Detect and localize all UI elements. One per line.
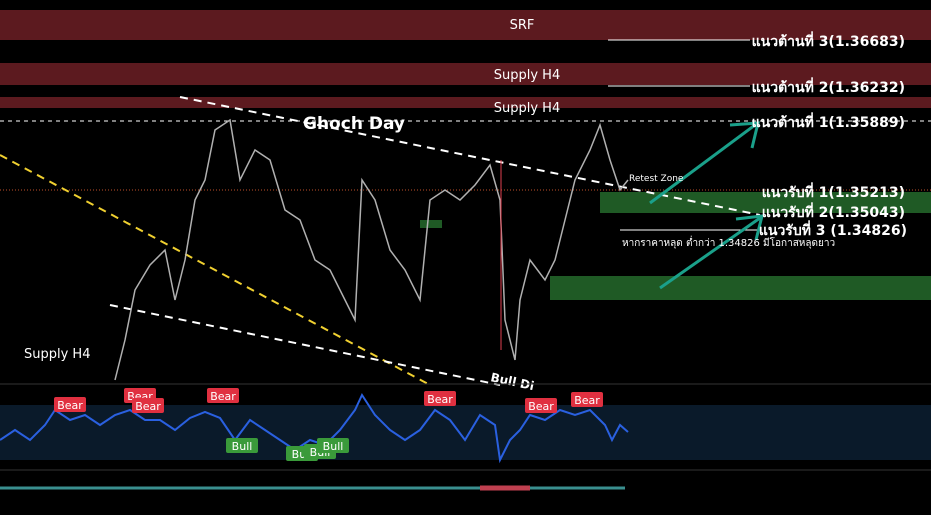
demand-zone [420, 220, 442, 228]
arrow [659, 216, 761, 290]
bull-tag-bg [226, 438, 258, 453]
zone-band [0, 10, 931, 40]
bear-tag: Bear [528, 400, 554, 413]
zone-label: Supply H4 [24, 347, 90, 362]
bear-tag-bg [424, 391, 456, 406]
level-label: แนวต้านที่ 1(1.35889) [752, 112, 905, 131]
bear-tag-bg [571, 392, 603, 407]
indicator-line [0, 392, 629, 464]
bear-tag-bg [525, 398, 557, 413]
arrow [729, 121, 760, 149]
bear-tag-bg [132, 398, 164, 413]
demand-zone [550, 276, 931, 300]
bull-tag-bg [317, 438, 349, 453]
note: หากราคาหลุด ต่ำกว่า 1.34826 มีโอกาสหลุดย… [622, 235, 835, 249]
retest-label: Retest Zone [629, 174, 684, 184]
level-label: แนวต้านที่ 3(1.36683) [752, 31, 905, 50]
arrow [649, 123, 756, 205]
zone-label: Supply H4 [494, 68, 560, 83]
level-label: แนวต้านที่ 2(1.36232) [752, 77, 905, 96]
trend-line [109, 304, 501, 386]
demand-zone [600, 192, 931, 213]
indicator-band [0, 405, 931, 460]
bear-tag: Bear [57, 399, 83, 412]
bear-tag: Bear [574, 394, 600, 407]
bull-tag: Bull [323, 440, 344, 453]
bear-tag-bg [54, 397, 86, 412]
zone-label: SRF [510, 18, 535, 33]
chart-label: Ghoch Day [303, 114, 405, 134]
level-label: แนวรับที่ 1(1.35213) [762, 182, 905, 201]
bear-tag: Bear [210, 390, 236, 403]
trend-line [0, 154, 431, 386]
level-label: แนวรับที่ 2(1.35043) [762, 202, 905, 221]
bear-tag: Bear [427, 393, 453, 406]
arrow [735, 214, 764, 241]
bear-tag: Bear [135, 400, 161, 413]
bear-tag-bg [207, 388, 239, 403]
level-label: แนวรับที่ 3 (1.34826) [759, 220, 907, 239]
zone-band [0, 63, 931, 85]
zone-band [0, 97, 931, 108]
trend-line [179, 96, 761, 216]
zone-label: Supply H4 [494, 101, 560, 116]
price-path [114, 118, 629, 381]
bull-tag: Bull [232, 440, 253, 453]
